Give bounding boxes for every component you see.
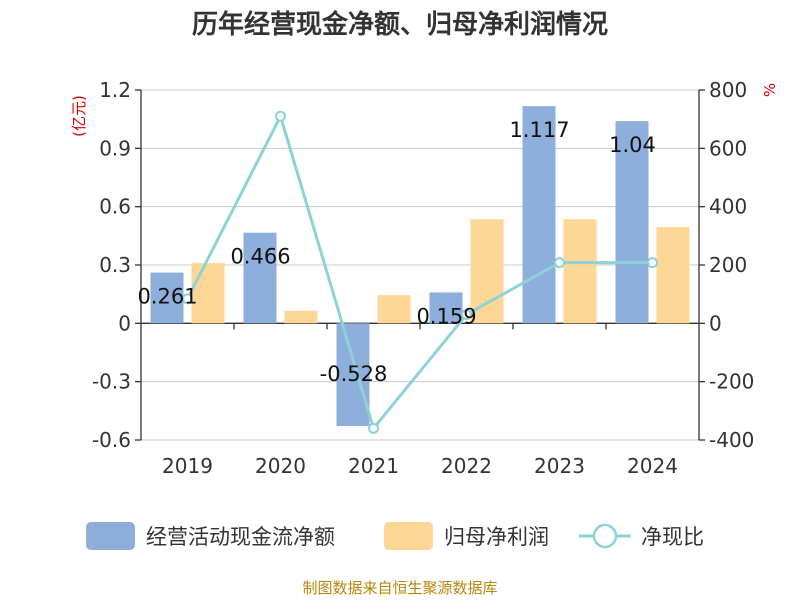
x-tick-label: 2020 [255,454,306,478]
x-tick-label: 2024 [627,454,678,478]
x-tick-label: 2021 [348,454,399,478]
ratio-point [647,257,658,269]
x-tick-label: 2023 [534,454,585,478]
cashflow-data-label: 0.261 [137,285,197,309]
right-tick-label: 600 [709,136,747,160]
legend-swatch-ratio-marker [592,523,618,549]
left-tick-label: 0.9 [99,136,131,160]
left-tick-label: 0.6 [99,195,131,219]
cashflow-data-label: -0.528 [320,362,388,386]
left-tick-label: 0 [118,311,131,335]
net-profit-bar [470,219,504,324]
legend-swatch-net-profit [384,522,433,550]
net-profit-bar [191,263,225,324]
cashflow-data-label: 0.466 [230,245,290,269]
cashflow-bar [150,272,184,324]
ratio-line-path [186,112,653,432]
ratio-point [368,422,379,434]
cashflow-bar [522,106,556,324]
right-tick-label: 200 [709,253,747,277]
right-tick-label: 800 [709,78,747,102]
right-tick-label: -400 [709,428,754,452]
ratio-point [182,293,193,305]
ratio-point [275,110,286,122]
legend-label-ratio: 净现比 [641,525,704,549]
ratio-point [461,309,472,321]
right-tick-label: 0 [709,311,722,335]
bars [150,106,690,426]
cashflow-bar [615,121,649,324]
cashflow-data-label: 1.117 [509,118,569,142]
cashflow-data-label: 0.159 [416,304,476,328]
left-axis: 1.2 0.9 0.6 0.3 0 -0.3 -0.6 [92,78,141,452]
cashflow-bar [336,323,370,426]
right-axis: 800 600 400 200 0 -200 -400 [699,78,754,452]
right-tick-label: -200 [709,370,754,394]
x-tick-label: 2022 [441,454,492,478]
legend: 经营活动现金流净额 归母净利润 净现比 [86,522,704,550]
left-tick-label: 0.3 [99,253,131,277]
data-labels: 0.261 0.466 -0.528 0.159 1.117 1.04 [137,118,655,386]
left-tick-label: -0.3 [92,370,131,394]
legend-label-net-profit: 归母净利润 [444,525,549,549]
right-tick-label: 400 [709,195,747,219]
source-note: 制图数据来自恒生聚源数据库 [302,579,497,597]
legend-label-cashflow: 经营活动现金流净额 [146,525,335,549]
right-axis-unit: % [761,83,779,97]
chart-title: 历年经营现金净额、归母净利润情况 [192,9,608,40]
net-profit-bar [563,219,597,324]
cashflow-bar [243,232,277,324]
left-axis-unit: (亿元) [70,95,88,137]
cashflow-data-label: 1.04 [609,133,656,157]
cashflow-bar [429,292,463,324]
x-tick-label: 2019 [162,454,213,478]
net-profit-bar [377,295,411,324]
net-profit-bar [656,227,690,324]
left-tick-label: 1.2 [99,78,131,102]
left-tick-label: -0.6 [92,428,131,452]
ratio-point [554,257,565,269]
x-axis: 2019 2020 2021 2022 2023 2024 [162,323,678,478]
legend-swatch-cashflow [86,522,135,550]
net-profit-bar [284,310,318,324]
ratio-line [182,110,658,434]
